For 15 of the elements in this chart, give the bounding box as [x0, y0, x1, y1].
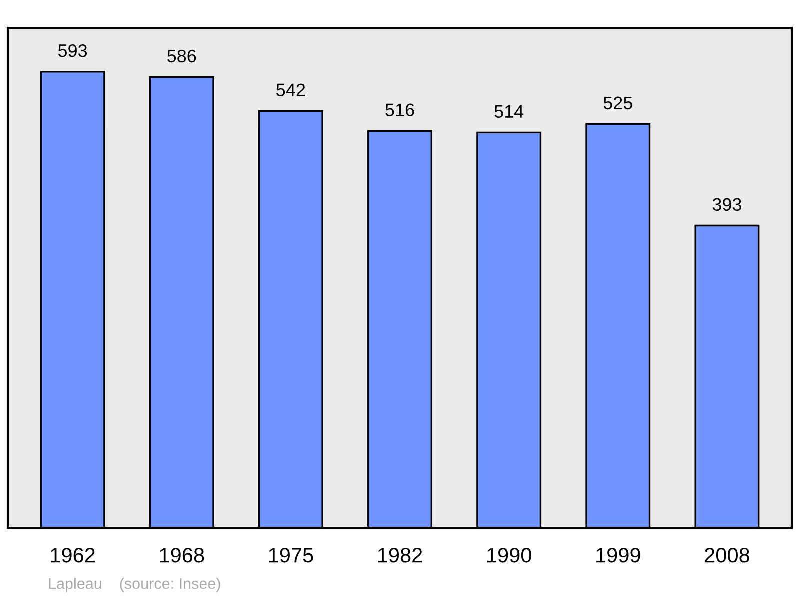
data-label: 542 [276, 84, 306, 96]
x-tick-label: 1975 [269, 548, 314, 563]
data-label: 586 [168, 50, 196, 63]
x-tick-label: 1990 [487, 548, 532, 563]
x-tick-label: 1999 [596, 548, 640, 563]
text: Lapleau (source: Insee) [49, 578, 220, 592]
x-tick-label: 1968 [160, 548, 204, 563]
x-tick-label: 1982 [378, 548, 422, 563]
data-label: 516 [386, 104, 414, 116]
x-tick-label: 1962 [51, 548, 95, 563]
data-label: 393 [712, 198, 742, 212]
data-label: 525 [604, 96, 632, 110]
x-tick-label: 2008 [705, 548, 750, 563]
data-label: 514 [494, 105, 524, 118]
data-label: 593 [58, 44, 88, 58]
